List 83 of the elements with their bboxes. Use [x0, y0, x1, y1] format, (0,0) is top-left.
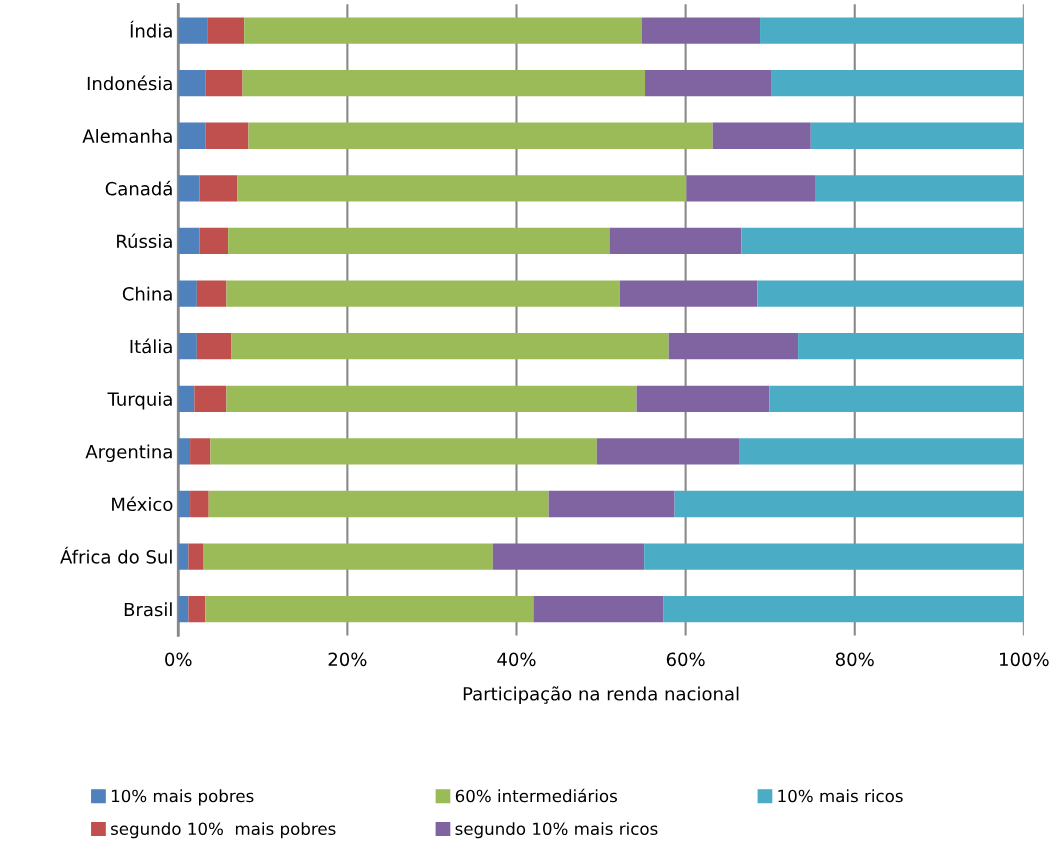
- bar: [533, 596, 664, 623]
- bar: [196, 280, 227, 307]
- bar: [178, 175, 200, 202]
- bar: [641, 17, 761, 44]
- bar: [492, 543, 645, 570]
- bar: [596, 438, 740, 465]
- bar: [203, 543, 493, 570]
- bar: [798, 333, 1024, 360]
- y-tick-label: África do Sul: [60, 546, 172, 564]
- bar: [237, 175, 687, 202]
- x-tick-label: 60%: [666, 652, 705, 667]
- bar: [645, 70, 772, 97]
- bar: [674, 490, 1024, 518]
- y-tick-label: Brasil: [124, 602, 172, 617]
- legend-label: 10% mais ricos: [778, 789, 903, 803]
- y-tick-label: Índia: [130, 20, 172, 38]
- bar: [769, 385, 1024, 412]
- y-tick-label: Itália: [130, 338, 172, 354]
- bar: [741, 227, 1024, 255]
- y-tick-label: Indonésia: [87, 75, 172, 91]
- bar: [810, 122, 1024, 149]
- bar: [188, 596, 206, 623]
- bar: [205, 70, 243, 97]
- bar: [194, 385, 227, 412]
- bar: [815, 175, 1024, 202]
- bar: [712, 122, 811, 149]
- bar: [178, 438, 191, 465]
- bar: [178, 17, 208, 44]
- bar: [178, 543, 189, 570]
- x-tick-label: 20%: [328, 652, 367, 667]
- y-tick-label: Rússia: [117, 233, 172, 249]
- bar: [188, 543, 204, 570]
- bar: [228, 227, 610, 255]
- bar: [196, 333, 232, 360]
- bar: [210, 438, 597, 465]
- bar: [644, 543, 1024, 570]
- y-tick-label: Alemanha: [82, 128, 172, 143]
- legend-label: segundo 10% mais pobres: [111, 822, 336, 839]
- bar: [760, 17, 1024, 44]
- legend-label: segundo 10% mais ricos: [455, 822, 658, 839]
- bar: [739, 438, 1024, 465]
- bar: [548, 490, 675, 518]
- bar: [190, 438, 211, 465]
- bar: [207, 17, 245, 44]
- bar: [226, 385, 637, 412]
- bar: [178, 490, 191, 518]
- bar: [619, 280, 758, 307]
- bar: [231, 333, 669, 360]
- bar: [205, 596, 534, 623]
- bar: [178, 280, 197, 307]
- bar: [686, 175, 815, 202]
- bar: [244, 17, 642, 44]
- legend-label: 60% intermediários: [455, 788, 617, 803]
- x-tick-label: 0%: [165, 652, 192, 667]
- bar: [178, 70, 206, 97]
- bar: [248, 122, 713, 149]
- bar: [190, 490, 209, 518]
- x-axis-title: Participação na renda nacional: [463, 686, 739, 705]
- bar: [242, 70, 646, 97]
- bar: [178, 122, 206, 149]
- bar: [771, 70, 1024, 97]
- y-tick-label: Turquia: [107, 391, 172, 410]
- bar: [226, 280, 620, 307]
- y-tick-label: Argentina: [85, 444, 172, 462]
- x-tick-label: 40%: [497, 652, 536, 667]
- y-tick-label: México: [112, 496, 173, 512]
- y-tick-label: China: [122, 286, 172, 301]
- bar: [208, 490, 549, 518]
- bar: [205, 122, 249, 149]
- legend-label: 10% mais pobres: [111, 789, 254, 806]
- bar: [663, 596, 1024, 623]
- bar: [178, 227, 200, 255]
- x-tick-label: 100%: [1000, 652, 1049, 667]
- bar: [609, 227, 742, 255]
- y-tick-label: Canadá: [105, 180, 172, 196]
- x-tick-label: 80%: [835, 652, 874, 667]
- bar: [178, 333, 197, 360]
- bar: [636, 385, 770, 412]
- bar: [199, 175, 238, 202]
- bar: [199, 227, 229, 255]
- bar: [668, 333, 799, 360]
- bar: [757, 280, 1024, 307]
- bar: [178, 385, 195, 412]
